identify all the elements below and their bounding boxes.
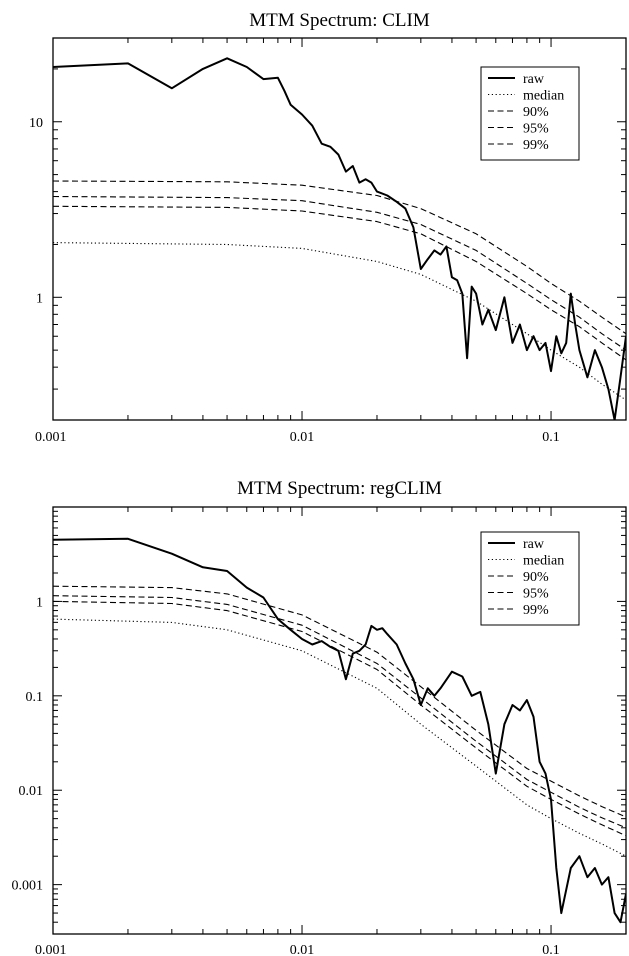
y-tick-label: 0.01 [19,784,44,799]
y-tick-label: 0.001 [12,879,44,894]
y-tick-label: 0.1 [26,690,44,705]
legend-label: raw [523,537,545,552]
legend-label: 99% [523,138,549,153]
series-line-median [53,618,626,857]
x-tick-label: 0.001 [35,430,67,445]
series-line-raw [53,57,626,420]
legend-label: 90% [523,105,549,120]
series-line-99pct [53,180,626,335]
legend-label: median [523,554,564,569]
series-line-99pct [53,585,626,818]
x-tick-label: 0.1 [542,430,560,445]
x-tick-label: 0.01 [290,943,315,956]
legend-label: 90% [523,570,549,585]
legend-label: median [523,89,564,104]
series-line-median [53,242,626,401]
x-tick-label: 0.01 [290,430,315,445]
x-tick-label: 0.001 [35,943,67,956]
y-tick-label: 1 [36,291,43,306]
series-line-raw [53,537,626,924]
legend-label: raw [523,72,545,87]
chart-title: MTM Spectrum: regCLIM [237,478,442,499]
series-line-90pct [53,600,626,837]
y-tick-label: 10 [29,116,43,131]
chart-title: MTM Spectrum: CLIM [249,10,430,31]
series-line-90pct [53,205,626,361]
series-lines [53,57,626,420]
chart-regclim: MTM Spectrum: regCLIM 0.001 0.01 0.1 0.001 0.… [12,478,627,956]
legend-box [480,66,580,161]
plot-frame [52,506,627,935]
series-line-95pct [53,595,626,829]
chart-clim: MTM Spectrum: CLIM 0.001 0.01 0.1 1 10 raw medi… [29,10,627,445]
legend-label: 95% [523,587,549,602]
y-tick-label: 1 [36,595,43,610]
legend-box [480,531,580,626]
x-tick-label: 0.1 [542,943,560,956]
legend-label: 95% [523,122,549,137]
plot-frame [52,37,627,421]
series-line-95pct [53,195,626,351]
series-lines [53,537,626,924]
legend-label: 99% [523,603,549,618]
